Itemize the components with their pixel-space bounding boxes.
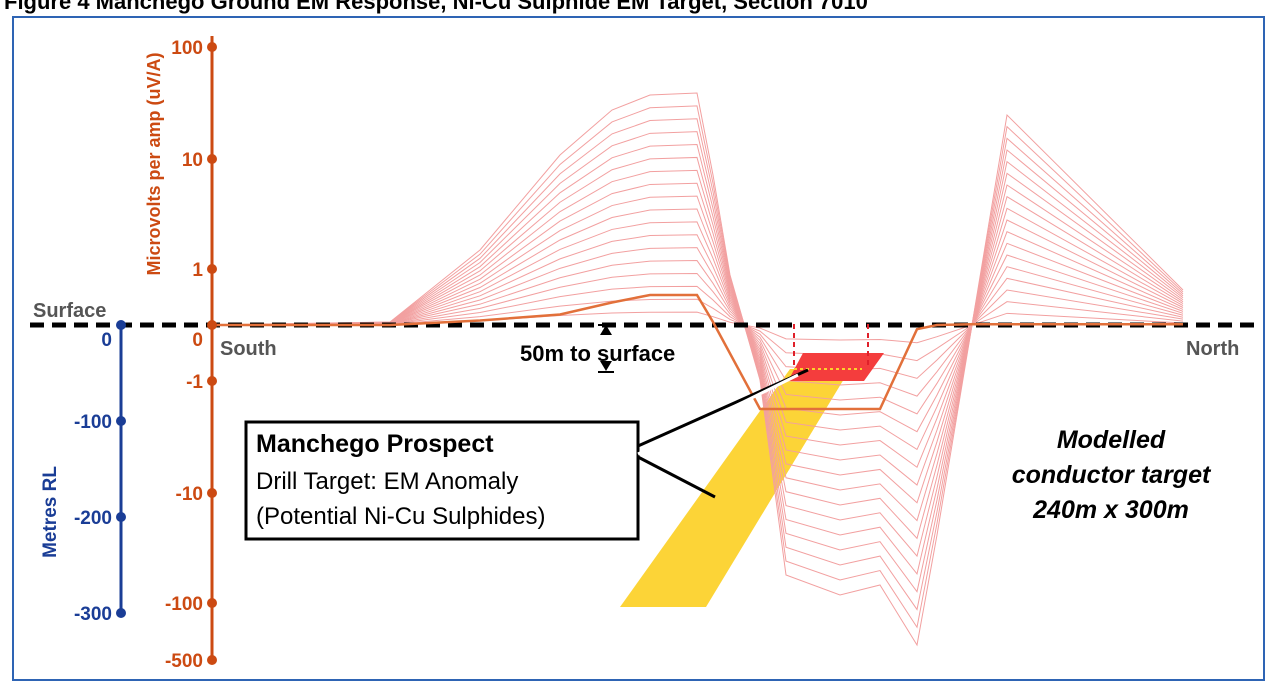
em-tick-label: 1	[192, 260, 203, 281]
em-tick-dot	[207, 42, 217, 52]
callout-box	[244, 420, 640, 541]
conductor-target-body	[620, 369, 850, 607]
em-tick-label: 100	[171, 38, 203, 59]
depth-tick-label: 0	[101, 330, 112, 351]
depth-axis-ticks: 0 -100 -200 -300	[74, 320, 126, 625]
depth-axis-label: Metres RL	[40, 466, 61, 558]
em-main-profile	[212, 293, 1183, 411]
callout-leader-2	[637, 373, 799, 456]
depth-tick-label: -300	[74, 604, 112, 625]
em-profile-curve	[211, 234, 1184, 451]
callout-line-1: Drill Target: EM Anomaly	[256, 468, 518, 495]
figure-title: Figure 4 Manchego Ground EM Response, Ni…	[4, 0, 868, 14]
callout-line-2: (Potential Ni-Cu Sulphides)	[256, 503, 545, 530]
depth-tick-dot	[116, 512, 126, 522]
em-tick-dot	[207, 598, 217, 608]
south-label: South	[220, 338, 277, 360]
em-tick-label: 10	[182, 150, 203, 171]
depth-tick-dot	[116, 608, 126, 618]
em-profile-curve	[211, 298, 1184, 362]
modelled-line-2: conductor target	[1012, 461, 1212, 489]
em-tick-dot	[207, 655, 217, 665]
depth-tick-dot	[116, 416, 126, 426]
depth-arrow-down	[600, 361, 612, 371]
depth-to-surface-label: 50m to surface	[520, 341, 675, 366]
depth-tick-label: -200	[74, 508, 112, 529]
depth-tick-dot	[116, 320, 126, 330]
depth-arrow-up	[600, 325, 612, 335]
modelled-line-3: 240m x 300m	[1032, 496, 1189, 524]
em-tick-label: -100	[165, 594, 203, 615]
em-profile-curve	[211, 285, 1184, 379]
em-tick-label: -1	[186, 372, 203, 393]
em-tick-dot	[207, 154, 217, 164]
em-tick-label: -10	[176, 484, 203, 505]
em-axis-label: Microvolts per amp (uV/A)	[144, 52, 164, 275]
conductor-plate	[788, 353, 884, 381]
depth-tick-label: -100	[74, 412, 112, 433]
em-tick-label: 0	[192, 330, 203, 351]
figure-frame	[12, 16, 1265, 681]
em-tick-dot	[207, 488, 217, 498]
callout-title: Manchego Prospect	[256, 430, 494, 458]
em-tick-dot	[207, 264, 217, 274]
modelled-line-1: Modelled	[1057, 426, 1166, 454]
surface-label: Surface	[33, 300, 106, 322]
em-tick-label: -500	[165, 651, 203, 672]
em-profile-curve	[211, 260, 1184, 415]
em-tick-dot	[207, 320, 217, 330]
north-label: North	[1186, 338, 1239, 360]
em-tick-dot	[207, 376, 217, 386]
em-profile-curve	[211, 272, 1184, 397]
callout-leader-3	[637, 455, 716, 499]
